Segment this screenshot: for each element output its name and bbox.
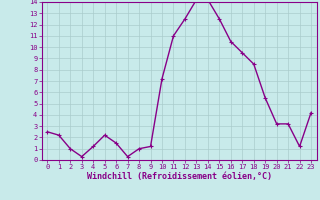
X-axis label: Windchill (Refroidissement éolien,°C): Windchill (Refroidissement éolien,°C) bbox=[87, 172, 272, 181]
